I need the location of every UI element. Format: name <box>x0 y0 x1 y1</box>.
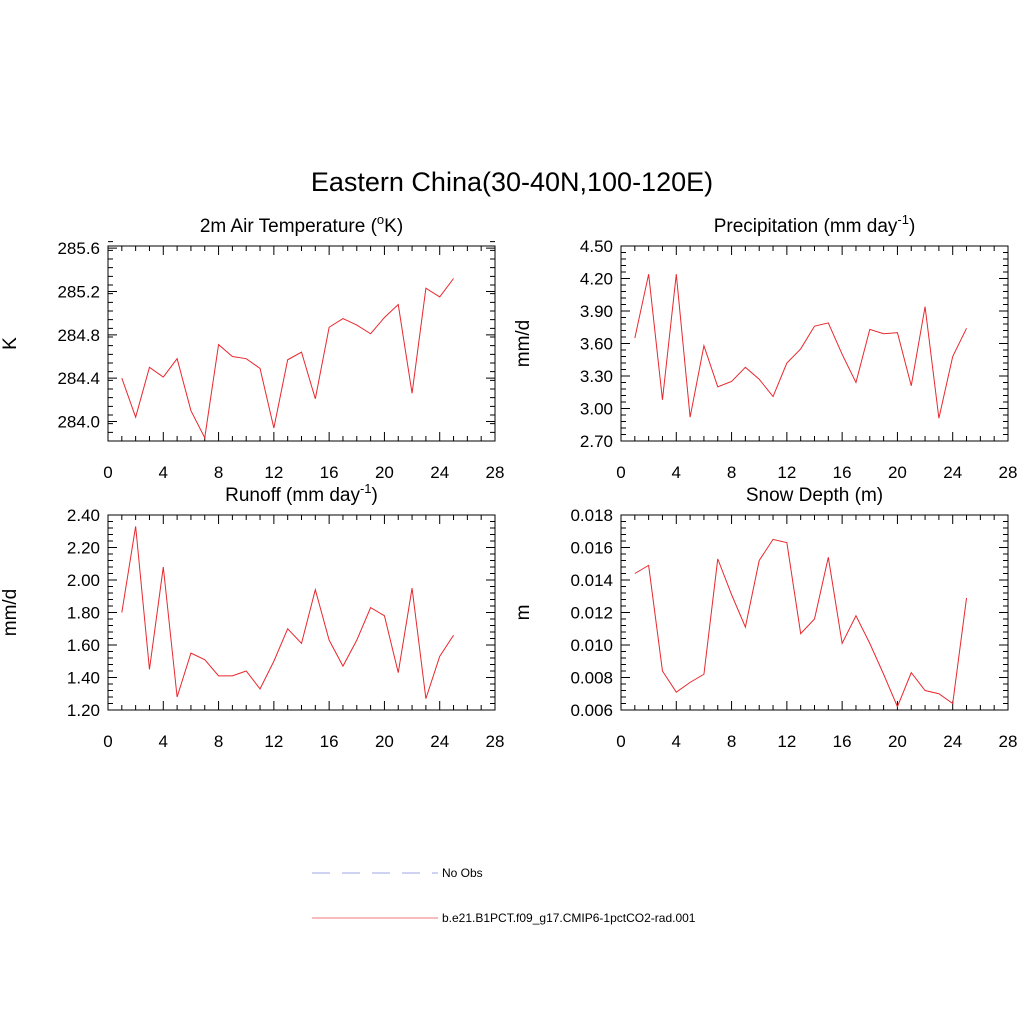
x-tick-label: 16 <box>833 732 852 751</box>
y-tick-label: 285.6 <box>57 239 100 258</box>
axis-ticks <box>107 514 496 711</box>
y-axis-label: K <box>0 337 21 350</box>
x-tick-label: 20 <box>375 463 394 482</box>
x-tick-label: 12 <box>777 732 796 751</box>
y-tick-label: 2.70 <box>580 432 613 451</box>
legend-label: b.e21.B1PCT.f09_g17.CMIP6-1pctCO2-rad.00… <box>442 911 696 925</box>
y-tick-label: 3.60 <box>580 335 613 354</box>
panel-precip: 0 4 8 12 16 20 24 28 2.70 3.00 3.30 3.60 3.90 4.20 4.5… <box>513 212 1017 482</box>
y-tick-label: 2.40 <box>67 506 100 525</box>
plot-frame <box>620 245 1009 442</box>
x-tick-label: 8 <box>214 732 223 751</box>
plot-frame <box>620 514 1009 711</box>
y-tick-label: 4.20 <box>580 270 613 289</box>
x-tick-label: 4 <box>672 463 681 482</box>
y-tick-label: 284.8 <box>57 326 100 345</box>
x-tick-label: 4 <box>672 732 681 751</box>
x-tick-label: 4 <box>159 463 168 482</box>
y-tick-label: 1.60 <box>67 636 100 655</box>
x-tick-label: 8 <box>727 463 736 482</box>
x-tick-label: 24 <box>430 463 449 482</box>
y-tick-label: 1.80 <box>67 604 100 623</box>
y-tick-label: 3.90 <box>580 302 613 321</box>
panel-title: Snow Depth (m) <box>746 485 883 506</box>
x-tick-label: 0 <box>103 463 112 482</box>
y-tick-label: 1.20 <box>67 701 100 720</box>
series-line-0 <box>121 278 454 440</box>
y-tick-label: 2.20 <box>67 539 100 558</box>
x-tick-label: 28 <box>999 732 1018 751</box>
y-tick-label: 0.012 <box>570 604 613 623</box>
axis-ticks <box>620 514 1009 711</box>
x-tick-label: 4 <box>159 732 168 751</box>
x-tick-label: 12 <box>264 732 283 751</box>
series-line-0 <box>634 274 967 419</box>
axis-ticks <box>107 241 496 442</box>
panel-title: Precipitation (mm day-1) <box>714 212 916 237</box>
panel-snow: 0 4 8 12 16 20 24 28 0.006 0.008 0.010 0.012 0.014 0.… <box>513 485 1017 751</box>
x-tick-label: 20 <box>375 732 394 751</box>
panel-title: 2m Air Temperature (oK) <box>200 212 403 237</box>
x-tick-label: 0 <box>616 732 625 751</box>
y-tick-label: 4.50 <box>580 237 613 256</box>
x-tick-label: 28 <box>486 463 505 482</box>
legend: No Obs b.e21.B1PCT.f09_g17.CMIP6-1pctCO2-… <box>312 866 696 925</box>
x-tick-label: 28 <box>486 732 505 751</box>
x-tick-label: 12 <box>777 463 796 482</box>
x-tick-label: 0 <box>616 463 625 482</box>
y-tick-label: 0.008 <box>570 669 613 688</box>
y-tick-label: 2.00 <box>67 571 100 590</box>
y-axis-label: mm/d <box>0 589 21 637</box>
legend-label: No Obs <box>442 866 483 880</box>
x-tick-label: 8 <box>727 732 736 751</box>
y-axis-label: mm/d <box>513 320 534 368</box>
panel-t2m: 0 4 8 12 16 20 24 28 284.0 284.4 284.8 285.2 285.6 K 2… <box>0 212 504 482</box>
x-tick-label: 24 <box>943 732 962 751</box>
plot-frame <box>107 245 496 442</box>
x-tick-label: 20 <box>888 732 907 751</box>
y-tick-label: 0.014 <box>570 571 613 590</box>
y-axis-label: m <box>513 605 534 621</box>
panel-title: Runoff (mm day-1) <box>225 481 378 506</box>
plot-frame <box>107 514 496 711</box>
y-tick-label: 0.006 <box>570 701 613 720</box>
y-tick-label: 3.30 <box>580 367 613 386</box>
x-tick-label: 8 <box>214 463 223 482</box>
y-tick-label: 3.00 <box>580 400 613 419</box>
x-tick-label: 16 <box>320 463 339 482</box>
y-tick-label: 284.0 <box>57 413 100 432</box>
legend-item: b.e21.B1PCT.f09_g17.CMIP6-1pctCO2-rad.00… <box>312 911 696 925</box>
figure-title: Eastern China(30-40N,100-120E) <box>311 167 713 197</box>
x-tick-label: 16 <box>833 463 852 482</box>
y-tick-label: 284.4 <box>57 369 100 388</box>
x-tick-label: 28 <box>999 463 1018 482</box>
y-tick-label: 1.40 <box>67 669 100 688</box>
axis-ticks <box>620 245 1009 442</box>
y-tick-label: 285.2 <box>57 283 100 302</box>
x-tick-label: 20 <box>888 463 907 482</box>
panels: 0 4 8 12 16 20 24 28 284.0 284.4 284.8 285.2 285.6 K 2… <box>0 212 1017 751</box>
legend-item: No Obs <box>312 866 483 880</box>
series-line-0 <box>634 538 968 709</box>
y-tick-label: 0.016 <box>570 539 613 558</box>
y-tick-label: 0.018 <box>570 506 613 525</box>
x-tick-label: 16 <box>320 732 339 751</box>
x-tick-label: 24 <box>943 463 962 482</box>
x-tick-label: 12 <box>264 463 283 482</box>
x-tick-label: 24 <box>430 732 449 751</box>
series-line-0 <box>121 526 454 699</box>
y-tick-label: 0.010 <box>570 636 613 655</box>
x-tick-label: 0 <box>103 732 112 751</box>
panel-runoff: 0 4 8 12 16 20 24 28 1.20 1.40 1.60 1.80 2.00 2.20 2.4… <box>0 481 504 751</box>
